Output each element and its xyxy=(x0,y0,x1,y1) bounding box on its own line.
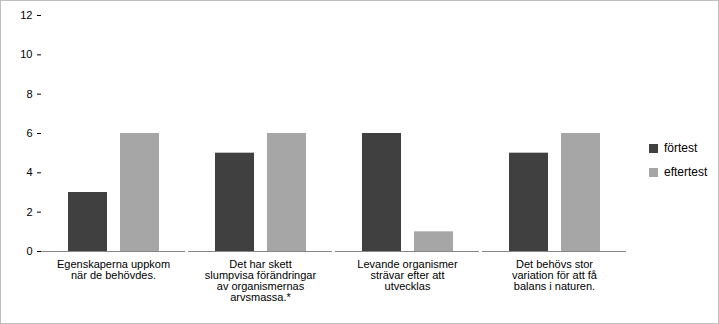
html-text:förtest: förtest xyxy=(664,141,698,155)
svg-text:2: 2 xyxy=(26,206,32,218)
svg-text:4: 4 xyxy=(26,166,32,178)
svg-text:0: 0 xyxy=(26,245,32,257)
svg-text:6: 6 xyxy=(26,127,32,139)
svg-text:12: 12 xyxy=(20,9,32,21)
svg-text:10: 10 xyxy=(20,48,32,60)
html-text:eftertest: eftertest xyxy=(664,165,708,179)
svg-text:Det har skettslumpvisa förändr: Det har skettslumpvisa förändringarav or… xyxy=(205,258,317,303)
svg-text:8: 8 xyxy=(26,88,32,100)
svg-text:Levande organismersträvar efte: Levande organismersträvar efter attutvec… xyxy=(357,258,458,292)
svg-text:Egenskaperna uppkomnär de behö: Egenskaperna uppkomnär de behövdes. xyxy=(57,258,170,281)
svg-text:Det behövs storvariation för a: Det behövs storvariation för att fåbalan… xyxy=(512,258,598,292)
